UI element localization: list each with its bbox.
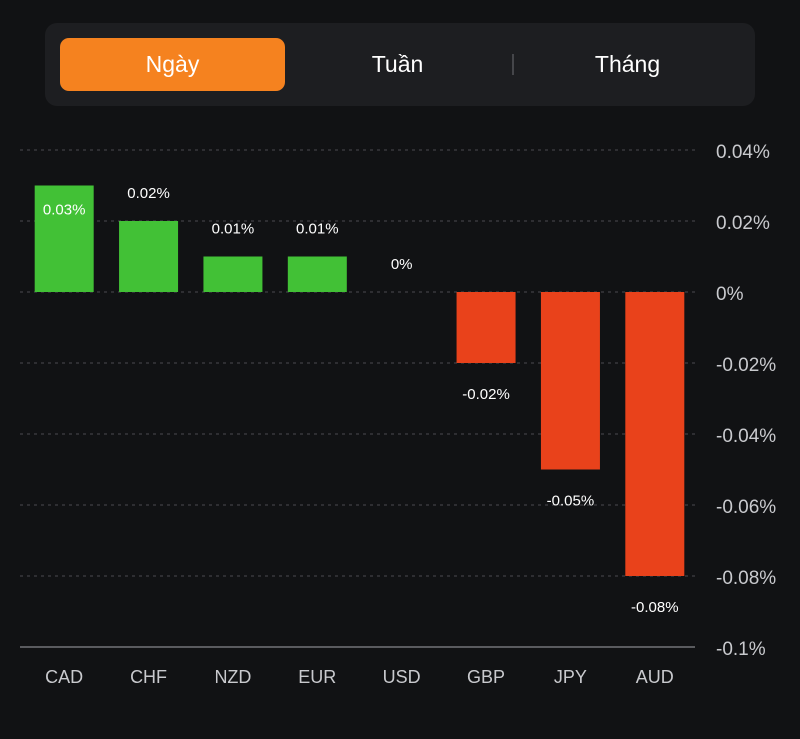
data-label: 0.01% — [212, 221, 255, 238]
x-tick-label: EUR — [298, 667, 336, 687]
bar — [287, 256, 347, 292]
x-tick-label: GBP — [467, 667, 505, 687]
data-label: -0.05% — [547, 493, 595, 510]
y-tick-label: 0.02% — [716, 213, 770, 234]
bar — [119, 221, 179, 292]
x-tick-label: JPY — [554, 667, 587, 687]
tab-month[interactable]: Tháng — [594, 51, 661, 77]
data-label: 0.03% — [43, 202, 86, 219]
period-selector: Ngày Tuần Tháng — [45, 23, 755, 106]
bar — [540, 292, 600, 470]
bar — [625, 292, 685, 576]
y-tick-label: -0.04% — [716, 426, 776, 447]
data-label: 0.01% — [296, 221, 339, 238]
data-label: -0.02% — [462, 386, 510, 403]
tab-week[interactable]: Tuần — [371, 51, 424, 77]
x-tick-label: CHF — [130, 667, 167, 687]
tab-day[interactable]: Ngày — [60, 38, 285, 91]
y-tick-label: -0.08% — [716, 568, 776, 589]
data-label: 0% — [391, 256, 413, 273]
tab-divider — [512, 54, 514, 75]
y-tick-label: 0.04% — [716, 142, 770, 163]
bar — [203, 256, 263, 292]
x-tick-label: AUD — [636, 667, 674, 687]
x-tick-label: CAD — [45, 667, 83, 687]
bar — [456, 292, 516, 363]
data-label: 0.02% — [127, 185, 170, 202]
y-tick-label: -0.02% — [716, 355, 776, 376]
data-label: -0.08% — [631, 599, 679, 616]
x-tick-label: NZD — [214, 667, 251, 687]
y-tick-label: 0% — [716, 284, 744, 305]
y-tick-label: -0.1% — [716, 639, 766, 660]
bar — [34, 185, 94, 292]
x-tick-label: USD — [383, 667, 421, 687]
y-tick-label: -0.06% — [716, 497, 776, 518]
